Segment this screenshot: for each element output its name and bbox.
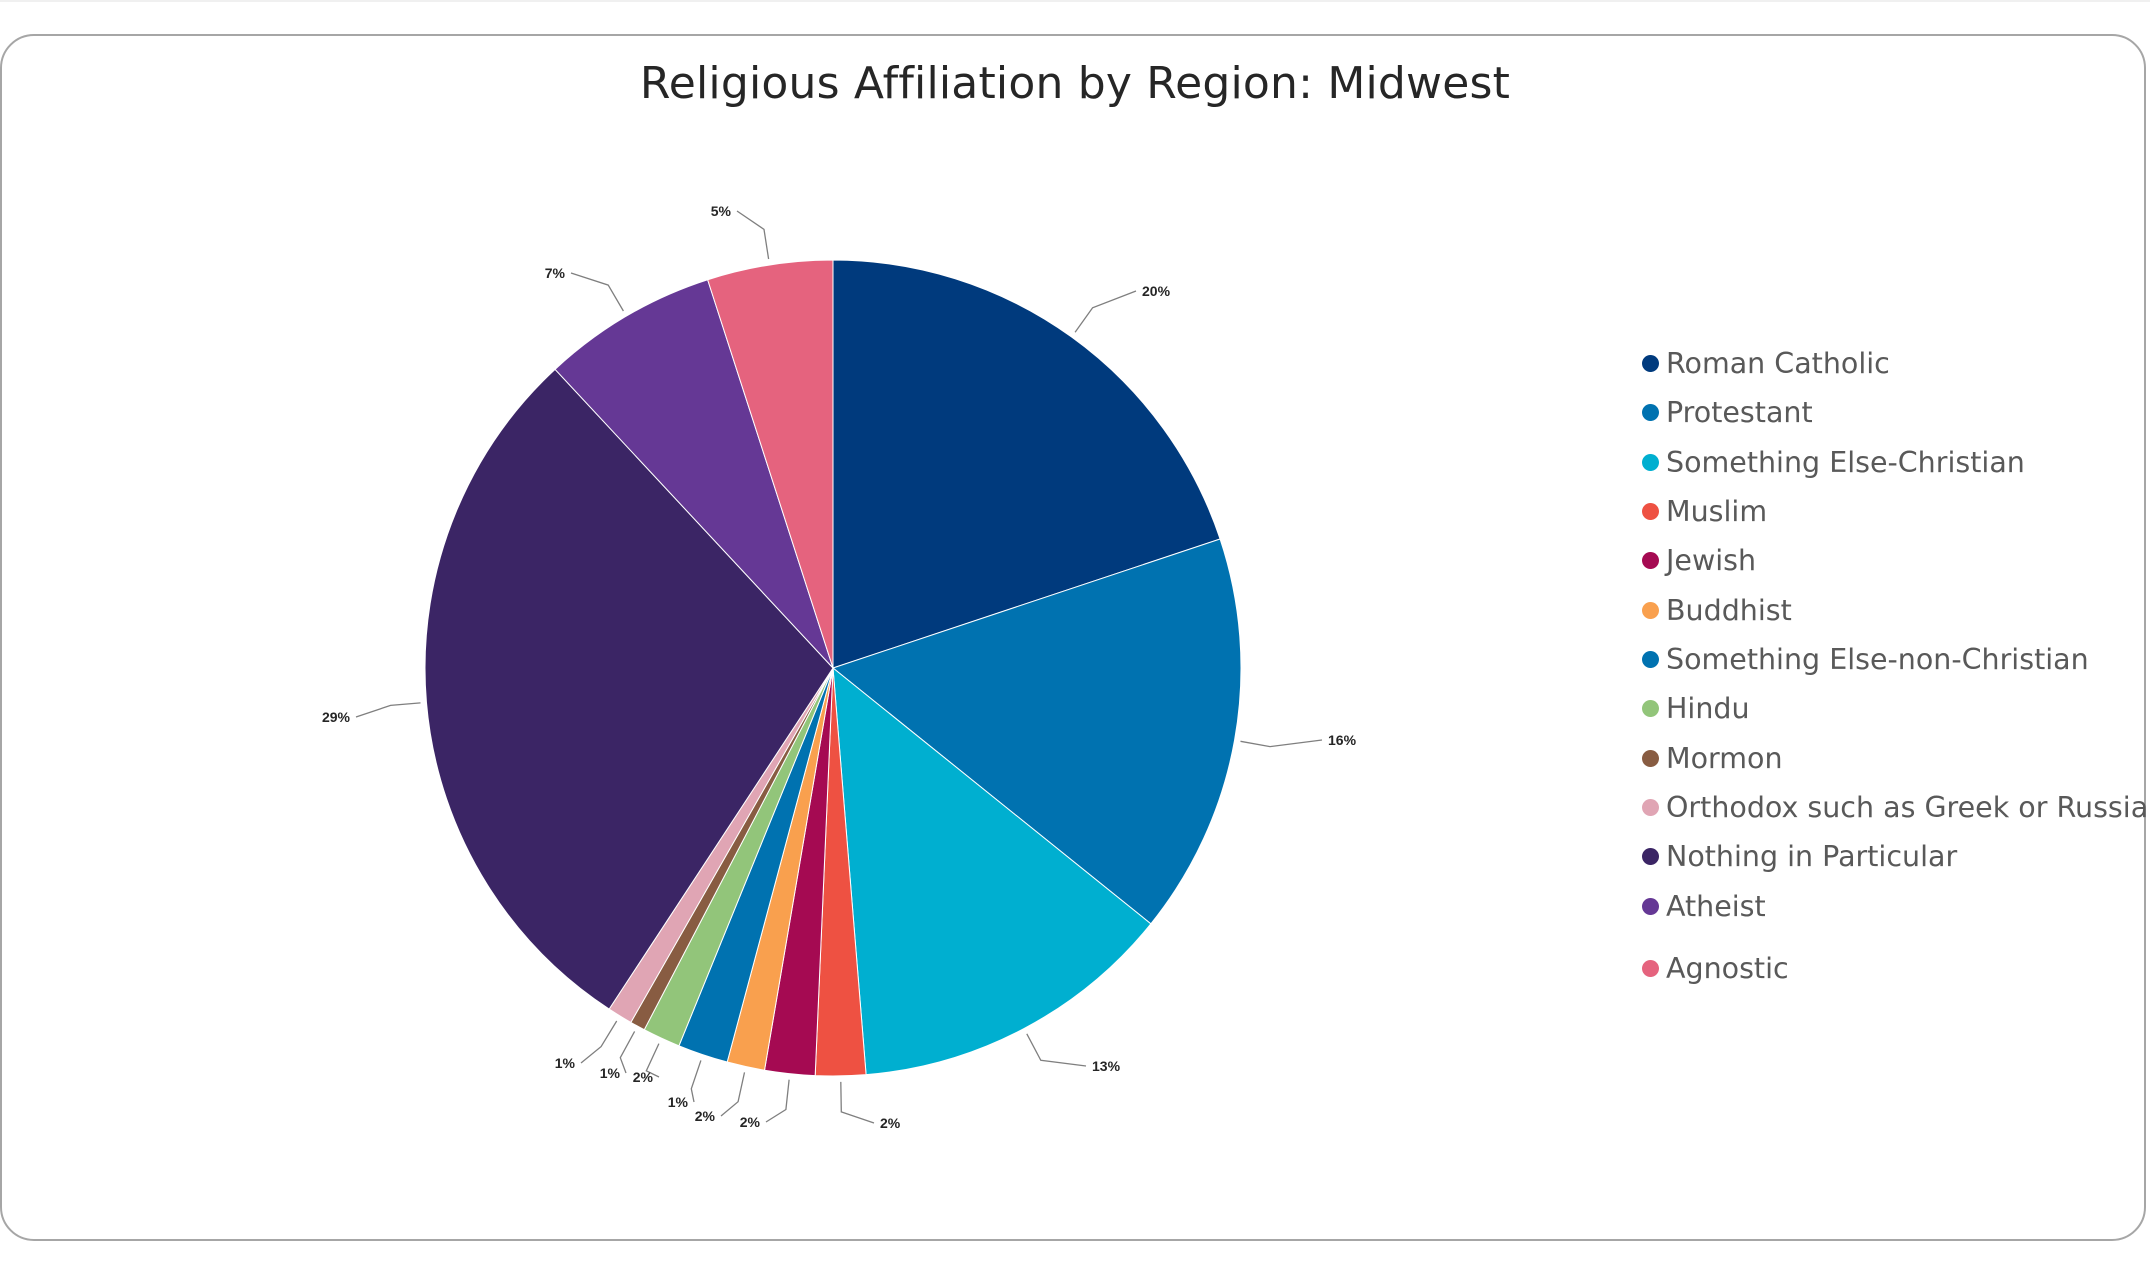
legend-swatch — [1642, 403, 1659, 421]
legend-label: Atheist — [1666, 889, 1766, 923]
leader-line-agnostic — [736, 210, 770, 260]
leader-line-mormon — [619, 1031, 636, 1074]
legend-item-nothing-in-particular: Nothing in Particular — [1642, 836, 1957, 876]
pie-slices — [424, 259, 1242, 1077]
data-labels: 20% 16% 13% 2% 2% 2% 1% 2% 1% 1% 29% 7% 5% — [322, 203, 1357, 1131]
legend-label: Jewish — [1666, 543, 1757, 577]
legend: Roman Catholic Protestant Something Else-C… — [1642, 0, 2150, 1275]
chart-title: Religious Affiliation by Region: Midwest — [639, 58, 1511, 109]
legend-label: Protestant — [1666, 395, 1813, 429]
data-label-roman-catholic: 20% — [1142, 283, 1171, 299]
legend-swatch — [1642, 502, 1659, 520]
legend-label: Buddhist — [1666, 593, 1792, 627]
legend-swatch — [1642, 847, 1659, 865]
leader-lines — [355, 210, 1323, 1124]
legend-label: Roman Catholic — [1666, 346, 1890, 380]
leader-line-something-else-non-christian — [690, 1060, 702, 1103]
legend-swatch — [1642, 749, 1659, 767]
data-label-muslim: 2% — [880, 1115, 901, 1131]
legend-label: Orthodox such as Greek or Russian — [1666, 790, 2150, 824]
legend-swatch — [1642, 453, 1659, 471]
legend-swatch — [1642, 959, 1659, 977]
leader-line-roman-catholic — [1074, 290, 1137, 333]
data-label-something-else-non-christian: 1% — [668, 1094, 689, 1110]
legend-item-something-else-christian: Something Else-Christian — [1642, 442, 2025, 482]
leader-line-nothing-in-particular — [355, 702, 421, 718]
leader-line-buddhist — [720, 1072, 746, 1117]
data-label-protestant: 16% — [1328, 732, 1357, 748]
leader-line-jewish — [765, 1079, 790, 1123]
data-label-something-else-christian: 13% — [1092, 1058, 1121, 1074]
legend-swatch — [1642, 601, 1659, 619]
legend-swatch — [1642, 650, 1659, 668]
legend-item-roman-catholic: Roman Catholic — [1642, 343, 1890, 383]
legend-item-jewish: Jewish — [1642, 540, 1756, 580]
data-label-orthodox-such-as-greek-or-russian: 1% — [555, 1055, 576, 1071]
legend-label: Mormon — [1666, 741, 1783, 775]
pie-slice-roman-catholic — [832, 259, 1221, 669]
data-label-atheist: 7% — [545, 265, 566, 281]
legend-item-something-else-non-christian: Something Else-non-Christian — [1642, 639, 2089, 679]
pie-slice-something-else-christian — [832, 666, 1152, 1076]
data-label-agnostic: 5% — [711, 203, 732, 219]
data-label-jewish: 2% — [740, 1114, 761, 1130]
legend-item-muslim: Muslim — [1642, 491, 1767, 531]
data-label-buddhist: 2% — [695, 1108, 716, 1124]
legend-item-buddhist: Buddhist — [1642, 590, 1792, 630]
leader-line-hindu — [645, 1043, 660, 1078]
legend-item-orthodox-such-as-greek-or-russian: Orthodox such as Greek or Russian — [1642, 787, 2150, 827]
legend-label: Muslim — [1666, 494, 1768, 528]
legend-swatch — [1642, 897, 1659, 915]
legend-label: Something Else-non-Christian — [1666, 642, 2089, 676]
data-label-nothing-in-particular: 29% — [322, 709, 351, 725]
legend-item-protestant: Protestant — [1642, 392, 1813, 432]
legend-label: Nothing in Particular — [1666, 839, 1958, 873]
legend-swatch — [1642, 354, 1659, 372]
leader-line-orthodox-such-as-greek-or-russian — [580, 1020, 618, 1064]
data-label-hindu: 2% — [633, 1069, 654, 1085]
legend-item-mormon: Mormon — [1642, 738, 1783, 778]
legend-swatch — [1642, 551, 1659, 569]
top-rule — [0, 0, 2150, 2]
leader-line-muslim — [840, 1081, 875, 1124]
pie-slice-atheist — [554, 279, 834, 669]
legend-label: Agnostic — [1666, 951, 1789, 985]
legend-label: Something Else-Christian — [1666, 445, 2025, 479]
pie-slice-agnostic — [707, 259, 834, 669]
legend-label: Hindu — [1666, 691, 1750, 725]
pie-slice-protestant — [831, 538, 1242, 925]
pie-slice-nothing-in-particular — [424, 368, 834, 1010]
legend-item-agnostic: Agnostic — [1642, 948, 1789, 988]
legend-swatch — [1642, 798, 1659, 816]
leader-line-protestant — [1240, 739, 1323, 748]
data-label-mormon: 1% — [600, 1065, 621, 1081]
legend-item-hindu: Hindu — [1642, 688, 1750, 728]
legend-item-atheist: Atheist — [1642, 886, 1766, 926]
leader-line-atheist — [570, 272, 624, 312]
leader-line-something-else-christian — [1026, 1033, 1087, 1067]
legend-swatch — [1642, 699, 1659, 717]
